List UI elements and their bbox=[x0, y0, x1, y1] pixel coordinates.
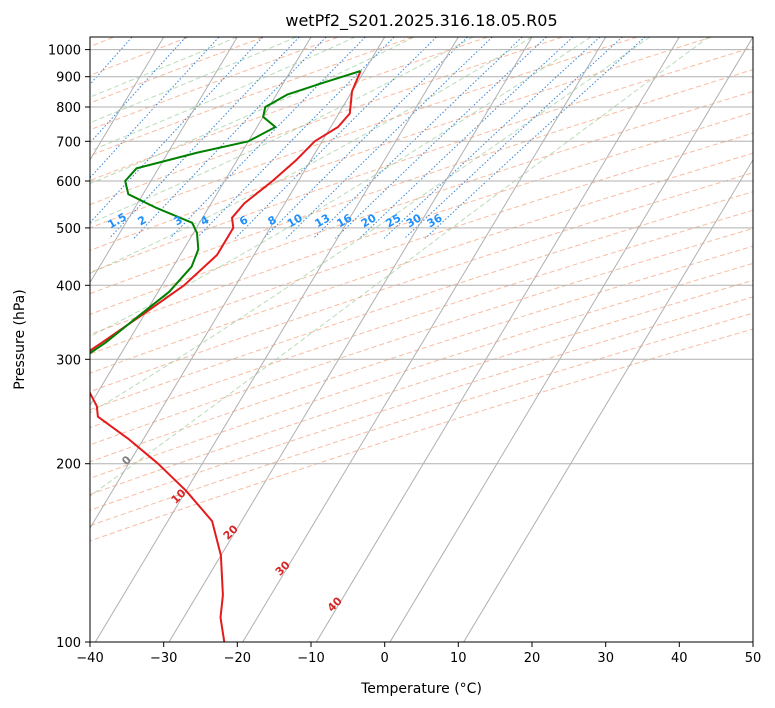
x-tick-label: 50 bbox=[745, 651, 762, 666]
y-tick-label: 500 bbox=[56, 222, 81, 237]
x-tick-label: 30 bbox=[597, 651, 614, 666]
x-tick-label: 10 bbox=[450, 651, 467, 666]
dry-adiabat bbox=[90, 172, 753, 393]
mixing-ratio-label: 6 bbox=[237, 213, 250, 228]
mixing-ratio-line bbox=[404, 37, 624, 239]
y-tick-label: 200 bbox=[56, 458, 81, 473]
y-tick-label: 300 bbox=[56, 353, 81, 368]
isotherm bbox=[242, 37, 607, 642]
dry-adiabat bbox=[90, 262, 753, 479]
mixing-ratio-label: 2 bbox=[135, 213, 148, 228]
x-tick-label: −10 bbox=[297, 651, 324, 666]
dry-adiabat bbox=[90, 152, 753, 374]
y-axis-label: Pressure (hPa) bbox=[12, 289, 28, 389]
dry-adiabat bbox=[90, 37, 564, 206]
dewpoint-line bbox=[90, 70, 361, 355]
y-tick-label: 100 bbox=[56, 636, 81, 651]
dry-adiabat bbox=[90, 111, 753, 335]
y-tick-label: 400 bbox=[56, 279, 81, 294]
dry-adiabat bbox=[90, 328, 753, 542]
mixing-ratio-line bbox=[313, 37, 523, 239]
mixing-ratio-line bbox=[90, 37, 264, 224]
mixing-ratio-line bbox=[196, 37, 395, 239]
mixing-ratio-line bbox=[90, 37, 187, 144]
mixing-ratio-line bbox=[133, 37, 327, 239]
y-tick-label: 800 bbox=[56, 101, 81, 116]
isotherm bbox=[90, 37, 165, 161]
moist-adiabat bbox=[90, 37, 533, 274]
x-tick-label: −40 bbox=[76, 651, 103, 666]
mixing-ratio-line bbox=[335, 37, 548, 239]
isotherm bbox=[94, 37, 459, 642]
dry-adiabat bbox=[90, 209, 753, 429]
moist-adiabat bbox=[90, 37, 238, 98]
mixing-ratio-line bbox=[234, 37, 438, 239]
dry-adiabat bbox=[90, 245, 753, 463]
dry-adiabat bbox=[90, 37, 490, 182]
chart-title: wetPf2_S201.2025.316.18.05.R05 bbox=[285, 11, 557, 31]
isotherm bbox=[168, 37, 533, 642]
isotherm bbox=[463, 158, 753, 642]
isotherm-label: 40 bbox=[325, 594, 345, 614]
temperature-line bbox=[90, 70, 362, 642]
y-tick-label: 700 bbox=[56, 135, 81, 150]
moist-adiabat bbox=[90, 37, 297, 124]
x-tick-label: 40 bbox=[671, 651, 688, 666]
dry-adiabat bbox=[90, 37, 340, 131]
x-tick-label: 0 bbox=[381, 651, 389, 666]
moist-adiabat bbox=[90, 37, 651, 414]
dry-adiabat bbox=[90, 37, 415, 157]
y-tick-label: 600 bbox=[56, 175, 81, 190]
moist-adiabat bbox=[90, 37, 710, 497]
isotherm bbox=[389, 37, 753, 642]
moist-adiabat bbox=[90, 37, 356, 152]
isotherm bbox=[90, 37, 386, 530]
dry-adiabat bbox=[90, 37, 639, 229]
y-tick-label: 1000 bbox=[48, 44, 81, 59]
x-tick-label: 20 bbox=[524, 651, 541, 666]
dry-adiabat bbox=[90, 90, 753, 315]
isotherm bbox=[90, 37, 312, 407]
mixing-ratio-label: 8 bbox=[266, 213, 279, 228]
x-tick-label: −20 bbox=[224, 651, 251, 666]
x-tick-label: −30 bbox=[150, 651, 177, 666]
mixing-ratio-line bbox=[90, 37, 133, 86]
moist-adiabat bbox=[90, 37, 474, 224]
mixing-ratio-label: 4 bbox=[198, 213, 211, 228]
isotherm bbox=[90, 37, 238, 284]
dry-adiabat bbox=[90, 279, 753, 496]
mixing-ratio-label: 3 bbox=[172, 213, 185, 228]
mixing-ratio-line bbox=[424, 37, 646, 239]
plot-frame bbox=[89, 36, 754, 643]
isotherm-label: 0 bbox=[119, 453, 134, 468]
dry-adiabat bbox=[90, 227, 753, 446]
dry-adiabat bbox=[90, 37, 265, 104]
dry-adiabat bbox=[90, 46, 753, 273]
dry-adiabat bbox=[90, 37, 191, 76]
isotherm bbox=[315, 37, 680, 642]
mixing-ratio-line bbox=[285, 37, 494, 239]
mixing-ratio-line bbox=[359, 37, 574, 239]
dry-adiabat bbox=[90, 296, 753, 511]
moist-adiabat bbox=[90, 37, 592, 338]
x-axis-label: Temperature (°C) bbox=[360, 681, 482, 697]
isotherm-label: 20 bbox=[221, 522, 241, 542]
dry-adiabat bbox=[90, 132, 753, 355]
mixing-ratio-line bbox=[383, 37, 601, 239]
dry-adiabat bbox=[90, 191, 753, 411]
y-tick-label: 900 bbox=[56, 71, 81, 86]
isotherm-label: 30 bbox=[273, 558, 293, 578]
dry-adiabat bbox=[90, 69, 753, 295]
dry-adiabat bbox=[90, 312, 753, 527]
